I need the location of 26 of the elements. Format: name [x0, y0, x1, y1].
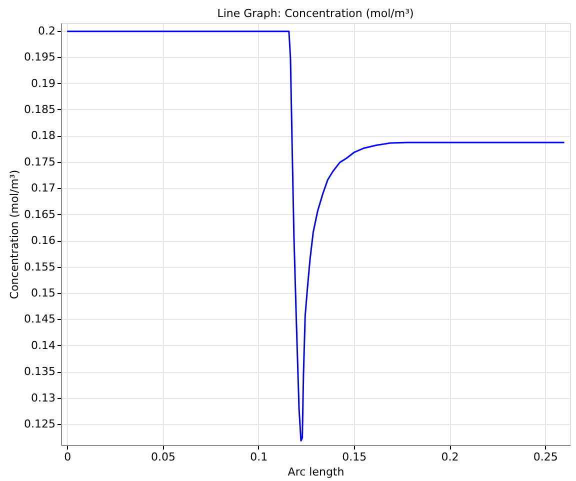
y-axis-title: Concentration (mol/m³): [8, 170, 22, 300]
y-tick-label: 0.17: [31, 182, 56, 195]
y-tick-label: 0.14: [31, 338, 56, 352]
x-tick-label: 0.15: [342, 450, 367, 464]
x-tick-label: 0.1: [250, 450, 268, 464]
y-tick-label: 0.18: [31, 129, 56, 142]
y-tick-label: 0.16: [31, 234, 56, 248]
y-tick-label: 0.175: [24, 155, 56, 168]
y-tick-label: 0.165: [24, 208, 56, 221]
line-series: [66, 30, 566, 442]
y-tick-label: 0.15: [31, 286, 56, 300]
y-tick-label: 0.185: [24, 102, 56, 116]
y-tick-label: 0.13: [31, 391, 56, 404]
y-tick-label: 0.125: [24, 418, 56, 431]
x-tick-label: 0.05: [150, 450, 176, 464]
y-tick-label: 0.2: [38, 24, 56, 38]
y-tick-label: 0.135: [24, 365, 56, 378]
x-axis-title: Arc length: [288, 466, 344, 478]
chart-title: Line Graph: Concentration (mol/m³): [217, 7, 414, 20]
y-tick-label: 0.19: [31, 76, 56, 90]
y-tick-label: 0.145: [24, 312, 56, 326]
x-tick-label: 0: [64, 450, 72, 464]
y-tick-label: 0.155: [24, 260, 56, 274]
y-tick-label: 0.195: [24, 50, 56, 64]
x-tick-label: 0.25: [533, 450, 558, 464]
x-tick-label: 0.2: [441, 450, 459, 464]
